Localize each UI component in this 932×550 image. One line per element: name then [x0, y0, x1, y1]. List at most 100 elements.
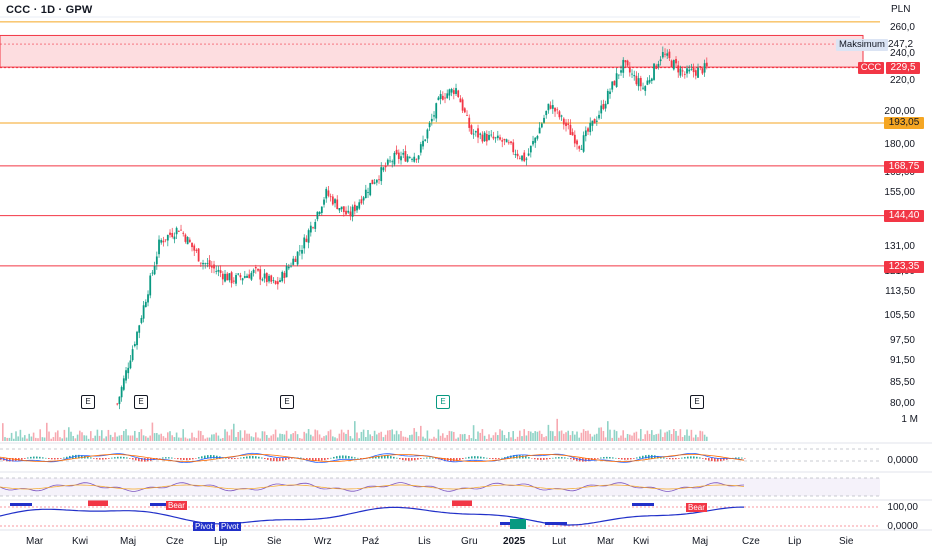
- macd-histogram-bar: [423, 457, 425, 459]
- price-axis-label: 220,0: [889, 75, 915, 87]
- earnings-marker[interactable]: E: [436, 395, 450, 409]
- candle-body: [477, 128, 479, 138]
- macd-histogram-bar: [531, 458, 533, 459]
- rsi-band: [0, 478, 880, 496]
- volume-bar: [21, 437, 24, 441]
- macd-histogram-bar: [702, 458, 704, 459]
- candle-body: [490, 134, 493, 136]
- volume-bar: [560, 430, 563, 441]
- candle-body: [382, 167, 385, 171]
- maximum-label: Maksimum: [836, 39, 888, 51]
- volume-bar: [35, 437, 37, 441]
- candle-body: [301, 249, 303, 254]
- volume-bar: [37, 438, 39, 441]
- volume-bar: [670, 434, 673, 441]
- candle-body: [254, 267, 257, 269]
- candle-body: [309, 225, 312, 233]
- volume-bar: [541, 433, 543, 441]
- macd-histogram-bar: [690, 456, 692, 459]
- macd-histogram-bar: [576, 458, 578, 461]
- macd-histogram-bar: [609, 456, 611, 459]
- candle-body: [598, 114, 600, 119]
- volume-bar: [486, 438, 488, 441]
- candle-body: [215, 270, 218, 272]
- macd-histogram-bar: [630, 458, 632, 460]
- oscillator-pane: [0, 500, 880, 529]
- volume-bar: [120, 435, 123, 441]
- current-price-value: 229,5: [886, 62, 920, 74]
- macd-histogram-bar: [642, 455, 644, 459]
- earnings-marker[interactable]: E: [134, 395, 148, 409]
- volume-bar: [587, 430, 589, 441]
- macd-histogram-bar: [420, 458, 422, 459]
- volume-bar: [10, 432, 13, 441]
- volume-bar: [516, 436, 519, 441]
- candle-body: [499, 137, 501, 140]
- volume-bar: [101, 430, 103, 441]
- candle-body: [316, 211, 319, 220]
- macd-histogram-bar: [21, 458, 23, 460]
- symbol-title[interactable]: CCC · 1D · GPW: [6, 4, 93, 16]
- volume-bar: [406, 437, 409, 441]
- macd-histogram-bar: [255, 456, 257, 459]
- macd-histogram-bar: [705, 458, 707, 460]
- volume-bar: [369, 434, 371, 441]
- volume-bar: [98, 435, 101, 441]
- candle-body: [424, 139, 427, 141]
- macd-histogram-bar: [90, 457, 92, 459]
- macd-histogram-bar: [108, 458, 110, 459]
- maximum-value: 247,2: [888, 39, 914, 50]
- volume-bar: [171, 435, 173, 441]
- macd-histogram-bar: [351, 456, 353, 459]
- volume-bar: [340, 429, 343, 441]
- candle-body: [481, 134, 484, 142]
- volume-bar: [127, 435, 129, 441]
- volume-bar: [259, 438, 261, 441]
- volume-bar: [565, 432, 567, 441]
- earnings-marker[interactable]: E: [280, 395, 294, 409]
- resistance-zone: [0, 21, 880, 69]
- candle-body: [356, 205, 358, 211]
- candle-body: [602, 104, 605, 109]
- volume-bar: [2, 423, 4, 441]
- candle-body: [133, 344, 136, 347]
- candle-body: [193, 245, 196, 251]
- volume-bar: [400, 430, 402, 441]
- volume-bar: [439, 435, 442, 441]
- macd-histogram-bar: [0, 458, 2, 460]
- time-axis-label: Maj: [692, 536, 709, 547]
- volume-bar: [204, 438, 206, 441]
- candle-body: [549, 105, 552, 109]
- signal-line: [0, 454, 745, 462]
- volume-bar: [395, 430, 398, 441]
- time-axis-label: Sie: [267, 536, 282, 547]
- earnings-marker[interactable]: E: [81, 395, 95, 409]
- candle-body: [661, 52, 664, 58]
- candle-body: [637, 78, 640, 87]
- macd-histogram-bar: [234, 458, 236, 460]
- volume-bar: [136, 437, 138, 441]
- earnings-marker[interactable]: E: [690, 395, 704, 409]
- candle-body: [323, 199, 325, 205]
- volume-bar: [527, 431, 530, 441]
- candle-body: [140, 317, 143, 323]
- volume-bar: [635, 431, 638, 441]
- volume-bar: [679, 429, 682, 441]
- candle-body: [298, 250, 301, 252]
- volume-bar: [162, 436, 165, 441]
- volume-bar: [398, 434, 400, 441]
- candle-body: [404, 151, 407, 162]
- macd-histogram-bar: [492, 458, 494, 460]
- volume-bar: [699, 430, 701, 441]
- candle-body: [287, 266, 290, 269]
- candle-body: [683, 73, 686, 75]
- volume-bar: [585, 430, 587, 441]
- candle-body: [587, 128, 589, 132]
- candle-body: [182, 232, 185, 234]
- time-axis-label: 2025: [503, 536, 526, 547]
- candle-body: [364, 189, 367, 199]
- candle-body: [149, 275, 152, 296]
- volume-bar: [448, 430, 451, 441]
- volume-bar: [475, 438, 477, 441]
